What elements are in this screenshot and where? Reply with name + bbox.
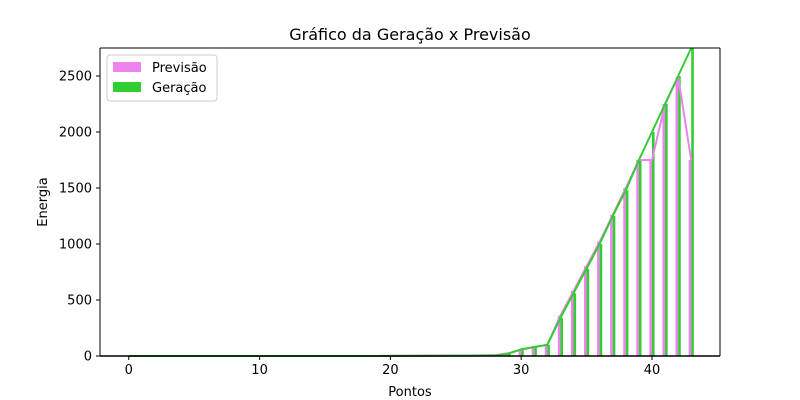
legend-swatch-previsao — [113, 62, 141, 72]
x-axis-label: Pontos — [388, 385, 432, 400]
legend: Previsão Geração — [106, 54, 218, 102]
x-tick-label: 30 — [513, 363, 530, 378]
y-tick-label: 1500 — [59, 182, 92, 197]
chart-title: Gráfico da Geração x Previsão — [289, 25, 531, 44]
axes-frame — [99, 47, 721, 357]
y-tick-label: 500 — [67, 294, 92, 309]
legend-label-previsao: Previsão — [152, 61, 207, 76]
y-axis-ticks: 0 500 1000 1500 2000 2500 — [59, 70, 100, 365]
x-axis-ticks: 0 10 20 30 40 — [125, 356, 661, 378]
legend-swatch-geracao — [113, 82, 141, 92]
y-tick-label: 0 — [84, 350, 92, 365]
x-tick-label: 10 — [251, 363, 268, 378]
y-tick-label: 2500 — [59, 70, 92, 85]
y-axis-label: Energia — [36, 177, 51, 226]
y-tick-label: 2000 — [59, 126, 92, 141]
x-tick-label: 40 — [644, 363, 661, 378]
legend-label-geracao: Geração — [152, 81, 206, 96]
y-tick-label: 1000 — [59, 238, 92, 253]
x-tick-label: 20 — [382, 363, 399, 378]
bars-layer — [387, 48, 694, 356]
x-tick-label: 0 — [125, 363, 133, 378]
